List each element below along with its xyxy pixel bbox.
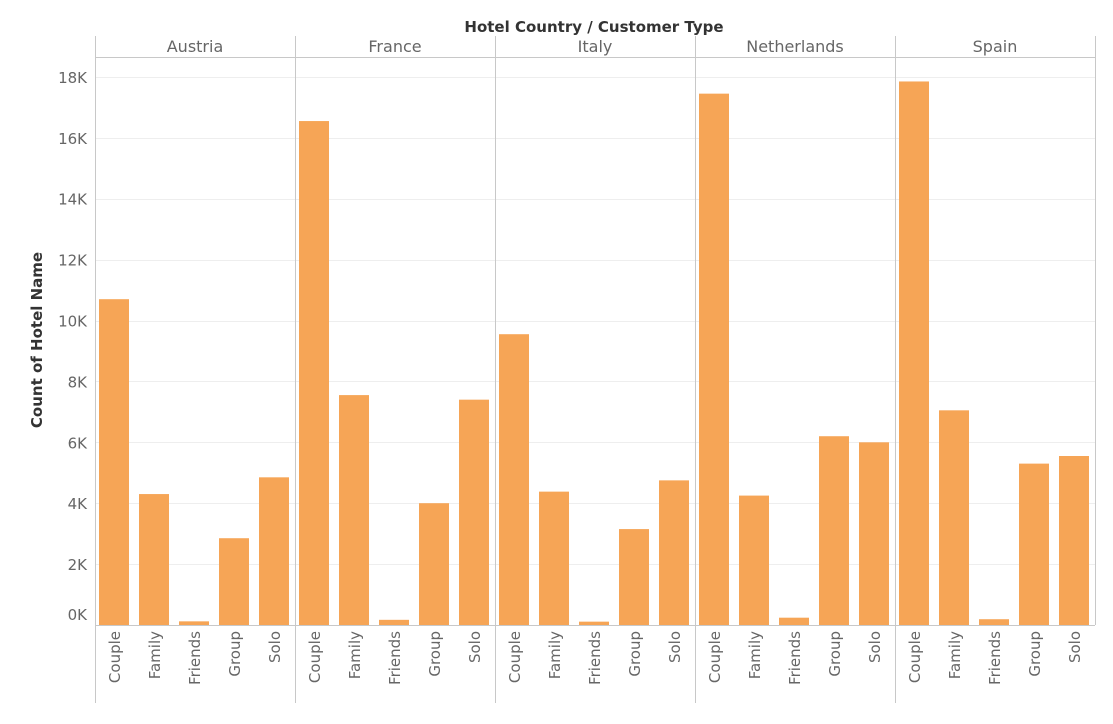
bar-netherlands-group: [819, 436, 849, 625]
x-category-label: Group: [1026, 631, 1044, 677]
y-tick-label: 6K: [68, 434, 89, 452]
x-category-label: Friends: [386, 631, 404, 685]
x-category-label: Couple: [306, 631, 324, 683]
x-category-label: Friends: [786, 631, 804, 685]
bar-austria-couple: [99, 299, 129, 625]
bar-italy-couple: [499, 334, 529, 625]
bar-spain-family: [939, 410, 969, 625]
y-tick-label: 18K: [58, 69, 88, 87]
x-category-label: Group: [626, 631, 644, 677]
x-category-label: Friends: [986, 631, 1004, 685]
chart-header-title: Hotel Country / Customer Type: [464, 18, 723, 36]
bar-italy-family: [539, 491, 569, 625]
y-tick-label: 10K: [58, 313, 88, 331]
x-category-label: Family: [746, 631, 764, 679]
x-category-label: Couple: [506, 631, 524, 683]
y-tick-label: 16K: [58, 130, 88, 148]
x-category-label: Solo: [466, 631, 484, 663]
bar-italy-solo: [659, 480, 689, 625]
bar-france-solo: [459, 399, 489, 625]
y-tick-label: 14K: [58, 191, 88, 209]
x-category-label: Family: [546, 631, 564, 679]
bar-austria-friends: [179, 621, 209, 625]
y-tick-label: 4K: [68, 495, 89, 513]
x-category-label: Solo: [266, 631, 284, 663]
y-tick-label: 8K: [68, 373, 89, 391]
bar-austria-solo: [259, 477, 289, 625]
panel-title-france: France: [368, 37, 421, 56]
y-tick-label: 0K: [68, 606, 89, 624]
bar-spain-couple: [899, 81, 929, 625]
panel-title-italy: Italy: [578, 37, 613, 56]
panel-title-austria: Austria: [167, 37, 224, 56]
x-category-label: Friends: [586, 631, 604, 685]
bar-france-friends: [379, 619, 409, 625]
x-category-label: Group: [226, 631, 244, 677]
bar-netherlands-couple: [699, 93, 729, 625]
x-category-label: Couple: [706, 631, 724, 683]
x-category-label: Friends: [186, 631, 204, 685]
bar-france-couple: [299, 121, 329, 626]
bar-spain-group: [1019, 463, 1049, 625]
x-category-label: Solo: [666, 631, 684, 663]
x-category-label: Family: [146, 631, 164, 679]
bar-austria-group: [219, 538, 249, 625]
x-category-label: Group: [826, 631, 844, 677]
x-category-label: Solo: [1066, 631, 1084, 663]
bar-netherlands-friends: [779, 617, 809, 625]
y-tick-label: 2K: [68, 556, 89, 574]
x-category-label: Couple: [906, 631, 924, 683]
bar-italy-friends: [579, 621, 609, 625]
bar-spain-solo: [1059, 456, 1089, 625]
x-category-label: Solo: [866, 631, 884, 663]
y-tick-label: 12K: [58, 252, 88, 270]
bar-france-family: [339, 395, 369, 625]
x-category-label: Group: [426, 631, 444, 677]
bar-netherlands-family: [739, 495, 769, 625]
bar-italy-group: [619, 529, 649, 625]
bar-france-group: [419, 503, 449, 625]
bar-spain-friends: [979, 619, 1009, 625]
bar-austria-family: [139, 494, 169, 625]
panel-title-spain: Spain: [973, 37, 1018, 56]
x-category-label: Family: [346, 631, 364, 679]
y-axis-title: Count of Hotel Name: [28, 252, 46, 428]
x-category-label: Family: [946, 631, 964, 679]
panel-title-netherlands: Netherlands: [746, 37, 844, 56]
x-category-label: Couple: [106, 631, 124, 683]
bar-netherlands-solo: [859, 442, 889, 625]
